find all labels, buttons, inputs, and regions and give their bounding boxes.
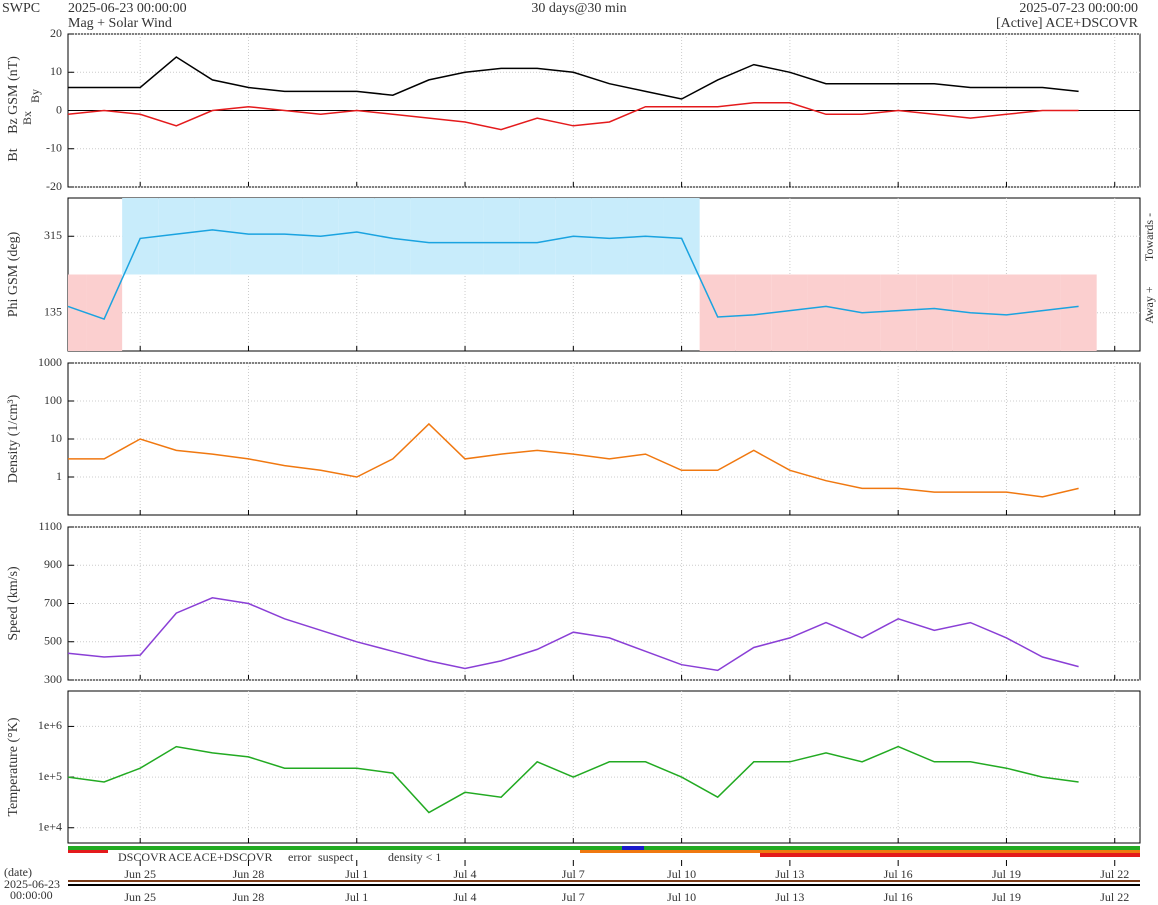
side-label: Towards - [1142,213,1156,261]
y-tick-label: 10 [50,431,62,445]
date-band [68,880,1140,882]
start-time: 2025-06-23 00:00:00 [68,1,187,16]
y-tick-label: 10 [50,64,62,78]
phi-shade [916,274,953,351]
series-line [68,422,1079,498]
phi-shade [1060,274,1097,351]
phi-shade [68,274,87,351]
phi-shade [410,198,447,275]
phi-shade [663,198,700,275]
y-tick-label: -10 [46,141,62,155]
x-tick-label: Jul 7 [562,890,585,904]
y-tick-label: 0 [56,102,62,116]
panel-frame [67,690,1141,844]
y-tick-label: 1000 [38,355,62,369]
y-tick-label: 1e+6 [38,718,62,732]
x-tick-label: Jun 28 [233,867,265,881]
phi-shade [230,198,267,275]
x-tick-label: Jul 13 [775,890,804,904]
date-band [68,884,1140,886]
y-tick-label: 1100 [38,519,62,533]
status-legend: error [288,850,311,864]
x-tick-label: Jul 4 [454,867,477,881]
component-label: By [28,89,42,103]
y-tick-label: -20 [46,179,62,193]
x-tick-label: Jul 22 [1100,890,1129,904]
x-tick-label: Jul 7 [562,867,585,881]
series-line [67,102,1079,131]
series-line [68,56,1079,100]
status-error [760,853,1140,857]
status-legend: DSCOVR [118,850,167,864]
y-label: Speed (km/s) [6,566,21,641]
phi-shade [338,198,375,275]
x-tick-label: Jul 10 [667,867,696,881]
x-tick-label: Jul 16 [884,867,913,881]
x-tick-label: Jun 25 [124,890,156,904]
status-ace [68,846,1140,850]
x-tick-label: Jun 25 [124,867,156,881]
component-label: Bx [20,111,34,125]
x-tick-label: Jul 22 [1100,867,1129,881]
x-tick-label: Jul 1 [345,890,368,904]
phi-shade [86,274,123,351]
status-legend: ACE [168,850,192,864]
x-tick-label: Jul 19 [992,890,1021,904]
phi-shade [266,198,303,275]
phi-shade [699,274,736,351]
date-label: (date) [4,865,32,879]
y-tick-label: 315 [44,228,62,242]
series-line [67,597,1079,672]
y-tick-label: 300 [44,672,62,686]
product: Mag + Solar Wind [68,16,172,31]
status-legend: ACE+DSCOVR [193,850,272,864]
y-label: Bt [6,148,21,161]
x-tick-label: Jul 4 [454,890,477,904]
status-legend: suspect [318,850,354,864]
y-label: Phi GSM (deg) [6,231,21,317]
y-tick-label: 700 [44,595,62,609]
series-line [67,229,1079,321]
phi-shade [483,198,520,275]
date-start-time: 00:00:00 [10,888,53,902]
side-label: Away + [1142,286,1156,324]
phi-shade [807,274,845,351]
x-tick-label: Jul 10 [667,890,696,904]
series-line [67,745,1079,814]
end-time: 2025-07-23 00:00:00 [1019,1,1138,16]
y-tick-label: 900 [44,557,62,571]
y-tick-label: 20 [50,26,62,40]
phi-shade [880,274,917,351]
y-tick-label: 500 [44,634,62,648]
span: 30 days@30 min [531,1,626,16]
y-tick-label: 1e+4 [38,819,62,833]
y-tick-label: 100 [44,393,62,407]
phi-shade [519,198,556,275]
y-label: Temperature (°K) [6,717,21,816]
status-legend: density < 1 [388,850,441,864]
phi-shade [194,198,231,275]
spacecraft: [Active] ACE+DSCOVR [996,16,1139,31]
x-tick-label: Jun 28 [233,890,265,904]
y-tick-label: 1 [56,469,62,483]
status-dscovr [622,846,644,850]
y-label: Density (1/cm³) [6,394,21,483]
panel-frame [67,526,1141,681]
y-label: Bz GSM (nT) [6,56,21,134]
x-tick-label: Jul 1 [345,867,368,881]
date-start: 2025-06-23 [4,877,60,891]
phi-shade [446,198,484,275]
status-error [68,850,108,853]
y-tick-label: 135 [44,305,62,319]
x-tick-label: Jul 19 [992,867,1021,881]
source: SWPC [2,1,40,16]
x-tick-label: Jul 16 [884,890,913,904]
phi-shade [591,198,628,275]
status-density [580,850,1140,853]
y-tick-label: 1e+5 [38,769,62,783]
x-tick-label: Jul 13 [775,867,804,881]
